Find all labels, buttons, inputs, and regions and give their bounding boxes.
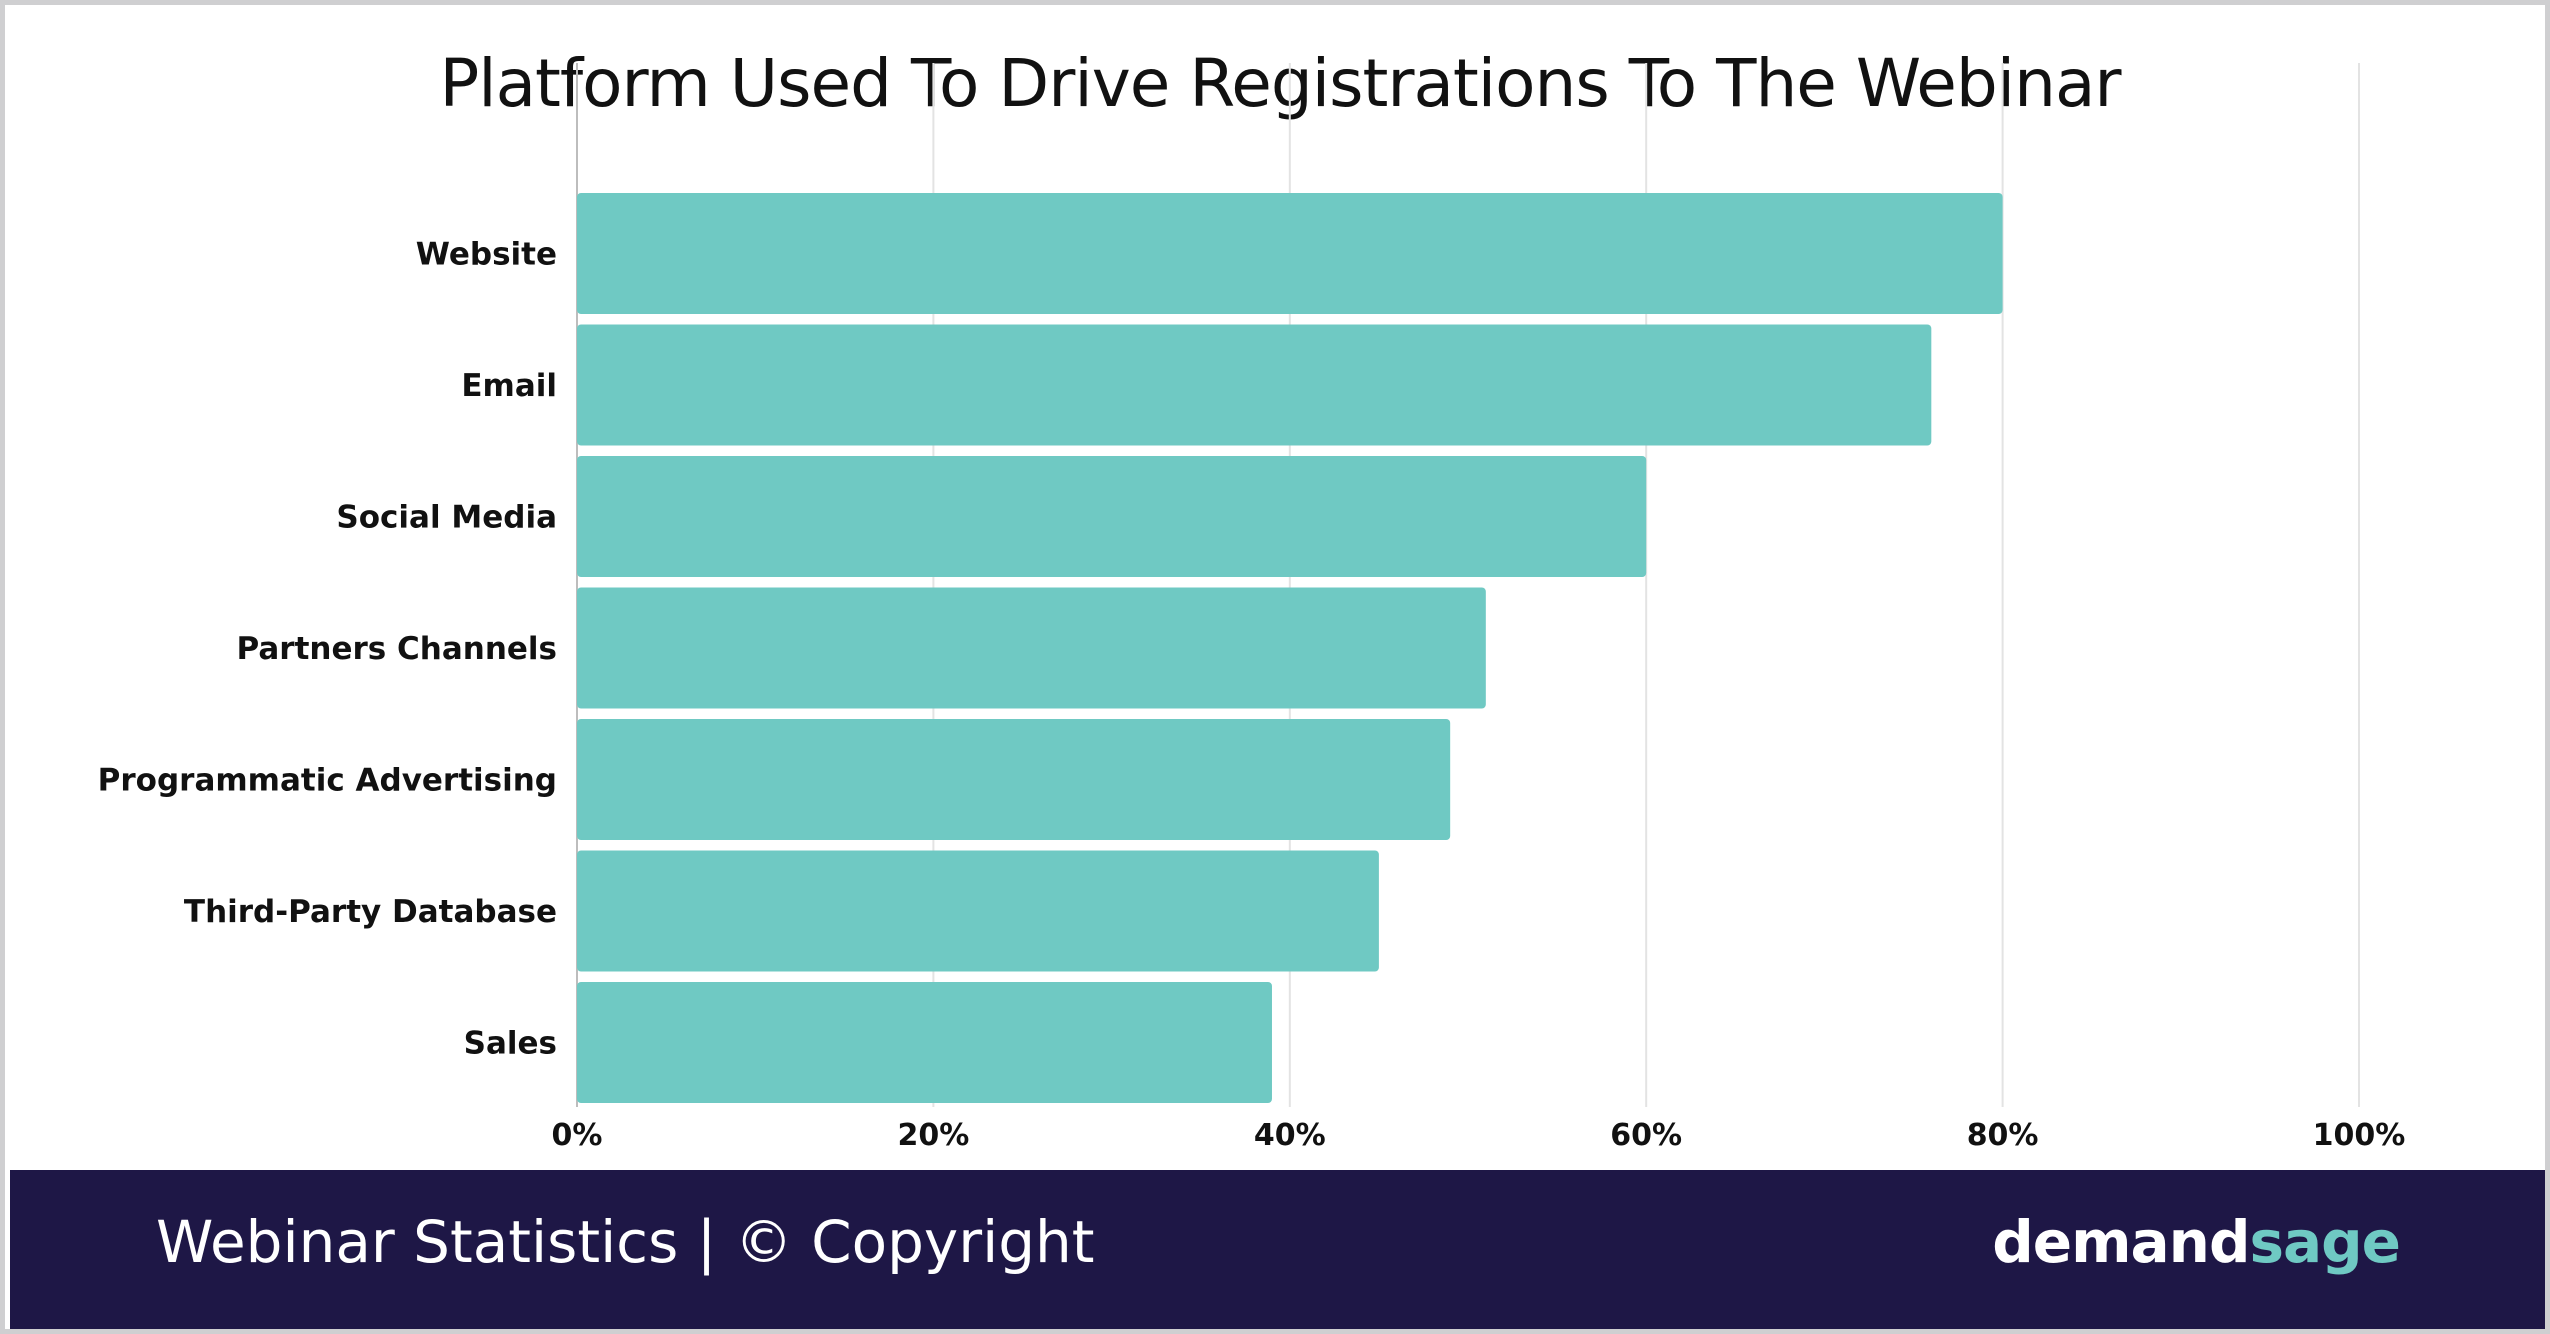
- x-tick-label: 60%: [1610, 1118, 1682, 1153]
- x-tick-label: 80%: [1967, 1118, 2039, 1153]
- x-tick-label: 20%: [897, 1118, 969, 1153]
- x-tick-label: 40%: [1254, 1118, 1326, 1153]
- category-label: Third-Party Database: [184, 894, 557, 930]
- bar: [577, 982, 1272, 1103]
- brand-logo-part-sage: sage: [2249, 1208, 2401, 1276]
- x-axis-tick-labels: 0% 20% 40% 60% 80% 100%: [552, 1118, 2406, 1153]
- bar: [577, 193, 2003, 314]
- bar: [577, 324, 1932, 446]
- x-tick-label: 100%: [2313, 1118, 2406, 1153]
- bar: [577, 850, 1379, 972]
- brand-logo-part-demand: demand: [1992, 1208, 2250, 1276]
- category-label: Social Media: [336, 500, 557, 536]
- category-label: Website: [416, 237, 557, 273]
- category-label: Sales: [464, 1026, 557, 1062]
- bars: [577, 193, 2003, 1103]
- chart-title: Platform Used To Drive Registrations To …: [439, 45, 2121, 122]
- x-tick-label: 0%: [552, 1118, 603, 1153]
- footer-banner: Webinar Statistics | © Copyright demands…: [10, 1170, 2545, 1329]
- category-label: Partners Channels: [236, 631, 557, 667]
- category-labels: Website Email Social Media Partners Channel…: [98, 237, 557, 1062]
- brand-logo: demandsage: [1992, 1208, 2401, 1276]
- bar-chart: Website Email Social Media Partners Channel…: [98, 63, 2406, 1153]
- bar: [577, 587, 1486, 709]
- bar: [577, 456, 1647, 577]
- category-label: Email: [461, 368, 557, 404]
- bar: [577, 719, 1451, 840]
- footer-caption: Webinar Statistics | © Copyright: [156, 1208, 1095, 1276]
- category-label: Programmatic Advertising: [98, 763, 557, 799]
